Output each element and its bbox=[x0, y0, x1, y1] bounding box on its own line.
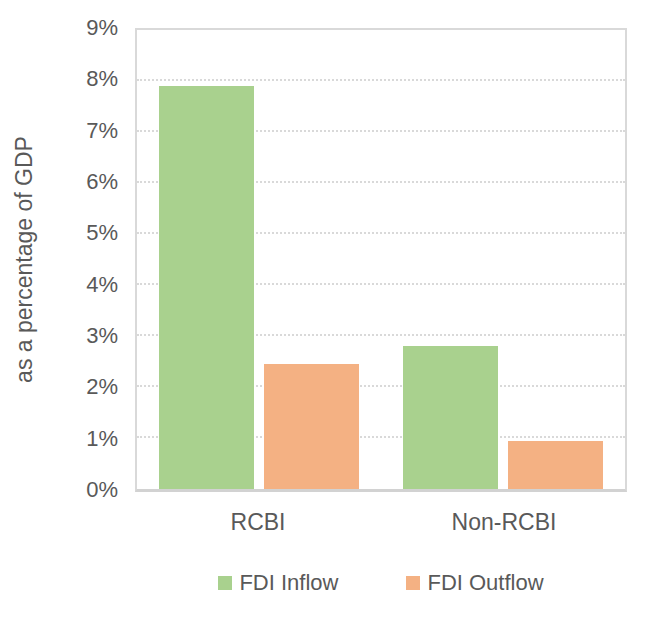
bar-rcbi-fdi-inflow bbox=[159, 86, 254, 489]
y-tick-8: 8% bbox=[86, 68, 118, 90]
y-tick-6: 6% bbox=[86, 171, 118, 193]
y-tick-0: 0% bbox=[86, 479, 118, 501]
y-tick-9: 9% bbox=[86, 17, 118, 39]
legend: FDI Inflow FDI Outflow bbox=[135, 572, 627, 594]
x-axis-label-non-rcbi: Non-RCBI bbox=[381, 497, 627, 536]
fdi-outflow-swatch-icon bbox=[406, 576, 420, 590]
y-tick-3: 3% bbox=[86, 325, 118, 347]
y-tick-5: 5% bbox=[86, 222, 118, 244]
bar-non-rcbi-fdi-outflow bbox=[508, 441, 603, 489]
legend-label-fdi-inflow: FDI Inflow bbox=[239, 572, 338, 594]
y-axis-tick-labels: 0% 1% 2% 3% 4% 5% 6% 7% 8% 9% bbox=[50, 28, 126, 490]
legend-item-fdi-inflow: FDI Inflow bbox=[218, 572, 338, 594]
legend-label-fdi-outflow: FDI Outflow bbox=[427, 572, 543, 594]
bar-chart: as a percentage of GDP 0% 1% 2% 3% 4% 5%… bbox=[0, 0, 655, 619]
legend-item-fdi-outflow: FDI Outflow bbox=[406, 572, 543, 594]
bar-rcbi-fdi-outflow bbox=[264, 364, 359, 489]
category-group-rcbi bbox=[137, 30, 381, 489]
y-tick-1: 1% bbox=[86, 428, 118, 450]
plot-area bbox=[135, 28, 627, 492]
y-tick-7: 7% bbox=[86, 120, 118, 142]
x-axis-label-rcbi: RCBI bbox=[135, 497, 381, 536]
y-tick-4: 4% bbox=[86, 274, 118, 296]
category-group-non-rcbi bbox=[381, 30, 625, 489]
y-axis-title: as a percentage of GDP bbox=[11, 136, 38, 383]
y-axis-title-box: as a percentage of GDP bbox=[0, 28, 48, 490]
bar-non-rcbi-fdi-inflow bbox=[403, 346, 498, 489]
fdi-inflow-swatch-icon bbox=[218, 576, 232, 590]
x-axis-labels: RCBI Non-RCBI bbox=[135, 497, 627, 536]
y-tick-2: 2% bbox=[86, 376, 118, 398]
